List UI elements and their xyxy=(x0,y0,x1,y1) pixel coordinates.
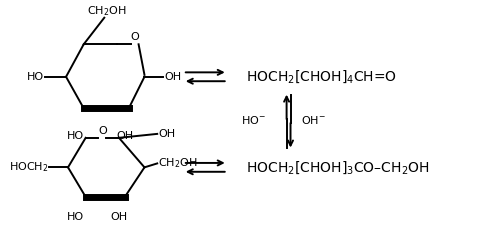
Text: O: O xyxy=(98,126,106,136)
Text: CH$_2$OH: CH$_2$OH xyxy=(88,4,127,18)
Text: OH: OH xyxy=(158,129,176,139)
Text: HOCH$_2$[CHOH]$_3$CO–CH$_2$OH: HOCH$_2$[CHOH]$_3$CO–CH$_2$OH xyxy=(246,159,430,176)
Text: HO$^{-}$: HO$^{-}$ xyxy=(241,114,266,126)
Text: OH: OH xyxy=(110,212,128,223)
Text: HO: HO xyxy=(68,131,84,141)
Text: HOCH$_2$[CHOH]$_4$CH=O: HOCH$_2$[CHOH]$_4$CH=O xyxy=(246,68,398,85)
Text: O: O xyxy=(130,32,139,42)
Text: OH$^{-}$: OH$^{-}$ xyxy=(302,114,326,126)
Text: HO: HO xyxy=(68,212,84,223)
Text: OH: OH xyxy=(164,72,181,82)
Text: HO: HO xyxy=(28,72,44,82)
Text: OH: OH xyxy=(116,131,134,141)
Text: CH$_2$OH: CH$_2$OH xyxy=(158,157,198,170)
Text: HOCH$_2$: HOCH$_2$ xyxy=(9,161,48,174)
